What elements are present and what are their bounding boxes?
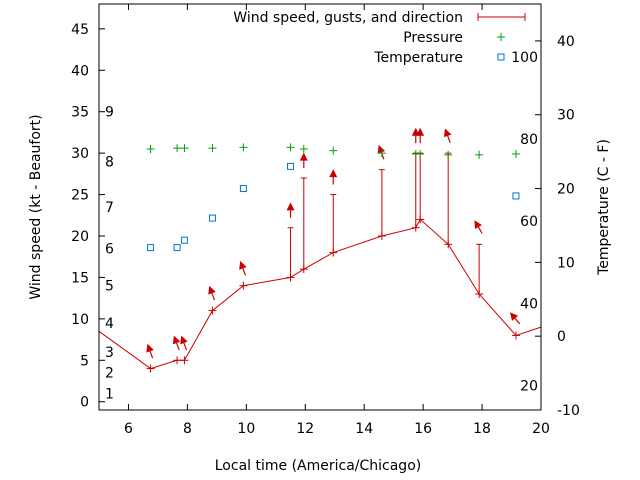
beaufort-label: 6 bbox=[105, 241, 114, 257]
fahrenheit-label: 40 bbox=[520, 297, 538, 313]
beaufort-label: 4 bbox=[105, 316, 114, 332]
wind-direction-arrowhead bbox=[299, 152, 308, 161]
temperature-point bbox=[147, 244, 155, 252]
x-tick-label: 20 bbox=[532, 421, 550, 437]
y-tick-label: 20 bbox=[71, 229, 89, 245]
y2-tick-label: 0 bbox=[557, 329, 566, 345]
y2-tick-label: 10 bbox=[557, 255, 575, 271]
beaufort-label: 3 bbox=[105, 345, 114, 361]
temperature-point bbox=[239, 185, 247, 193]
temperature-point bbox=[208, 214, 216, 222]
y-tick-label: 15 bbox=[71, 270, 89, 286]
y2-tick-label: 40 bbox=[557, 34, 575, 50]
x-tick-label: 14 bbox=[355, 421, 373, 437]
legend-temperature-marker bbox=[497, 53, 505, 61]
wind-speed-line bbox=[98, 218, 542, 370]
fahrenheit-label: 80 bbox=[520, 132, 538, 148]
y-tick-label: 25 bbox=[71, 188, 89, 204]
temperature-point bbox=[173, 244, 181, 252]
y-tick-label: 35 bbox=[71, 105, 89, 121]
data-layer bbox=[98, 127, 542, 373]
y2-axis-label: Temperature (C - F) bbox=[596, 139, 612, 276]
beaufort-label: 5 bbox=[105, 279, 114, 295]
legend-label-pressure: Pressure bbox=[403, 30, 463, 46]
y-tick-label: 0 bbox=[80, 395, 89, 411]
fahrenheit-label: 20 bbox=[520, 379, 538, 395]
wind-direction-arrowhead bbox=[208, 285, 216, 295]
fahrenheit-label: 60 bbox=[520, 214, 538, 230]
x-tick-label: 8 bbox=[183, 421, 192, 437]
y-tick-label: 30 bbox=[71, 146, 89, 162]
y-tick-label: 40 bbox=[71, 63, 89, 79]
y-tick-label: 10 bbox=[71, 312, 89, 328]
legend-pressure-marker bbox=[497, 33, 505, 41]
y-axis-label: Wind speed (kt - Beaufort) bbox=[28, 114, 44, 299]
beaufort-label: 1 bbox=[105, 386, 114, 402]
wind-direction-arrowhead bbox=[146, 343, 154, 353]
y-tick-label: 5 bbox=[80, 353, 89, 369]
wind-direction-arrowhead bbox=[509, 312, 519, 321]
beaufort-label: 9 bbox=[105, 105, 114, 121]
beaufort-label: 2 bbox=[105, 366, 114, 382]
tick-layer bbox=[99, 4, 542, 411]
wind-direction-arrowhead bbox=[443, 128, 452, 138]
legend-label-wind: Wind speed, gusts, and direction bbox=[233, 10, 463, 26]
temperature-point bbox=[180, 236, 188, 244]
wind-direction-arrowhead bbox=[474, 220, 482, 230]
y2-tick-label: -10 bbox=[557, 403, 580, 419]
x-tick-label: 6 bbox=[124, 421, 133, 437]
legend: Wind speed, gusts, and direction Pressur… bbox=[233, 10, 526, 66]
x-axis-label: Local time (America/Chicago) bbox=[215, 458, 421, 474]
beaufort-label: 7 bbox=[105, 200, 114, 216]
wind-direction-arrowhead bbox=[172, 335, 181, 345]
label-layer: 6 8 10 12 14 16 18 20051015202530354045-1001020… bbox=[71, 22, 580, 437]
plot-frame bbox=[98, 3, 542, 411]
wind-direction-arrowhead bbox=[329, 169, 338, 178]
y2-tick-label: 30 bbox=[557, 108, 575, 124]
temperature-point bbox=[287, 162, 295, 170]
wind-direction-arrowhead bbox=[377, 144, 386, 154]
x-tick-label: 12 bbox=[296, 421, 314, 437]
y-tick-label: 45 bbox=[71, 22, 89, 38]
temperature-point bbox=[512, 192, 520, 200]
wind-direction-arrowhead bbox=[239, 260, 247, 270]
x-tick-label: 18 bbox=[473, 421, 491, 437]
wind-direction-arrowhead bbox=[180, 335, 188, 345]
y2-tick-label: 20 bbox=[557, 182, 575, 198]
x-tick-label: 16 bbox=[414, 421, 432, 437]
wind-direction-arrowhead bbox=[416, 127, 425, 136]
fahrenheit-label: 100 bbox=[511, 50, 538, 66]
beaufort-label: 8 bbox=[105, 154, 114, 170]
legend-label-temperature: Temperature bbox=[373, 50, 463, 66]
x-tick-label: 10 bbox=[237, 421, 255, 437]
wind-direction-arrowhead bbox=[286, 202, 295, 211]
